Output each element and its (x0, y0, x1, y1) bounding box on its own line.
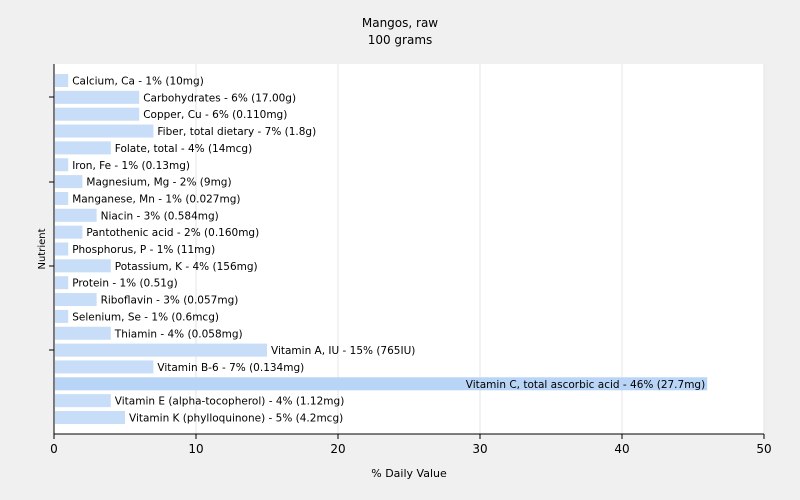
bar-riboflavin (55, 293, 97, 307)
bar-vitamin-c-total-ascorbic-acid (55, 377, 708, 391)
bar-data-label: Riboflavin - 3% (0.057mg) (101, 295, 239, 307)
bar-data-label: Magnesium, Mg - 2% (9mg) (86, 177, 231, 189)
bar-data-label: Vitamin E (alpha-tocopherol) - 4% (1.12m… (115, 396, 344, 408)
bar-data-label: Vitamin C, total ascorbic acid - 46% (27… (466, 379, 705, 391)
x-tick-label: 10 (188, 442, 203, 456)
bar-thiamin (55, 326, 111, 340)
bar-data-label: Phosphorus, P - 1% (11mg) (72, 244, 215, 256)
bar-data-label: Manganese, Mn - 1% (0.027mg) (72, 193, 240, 205)
bar-niacin (55, 208, 97, 222)
x-tick-label: 40 (614, 442, 629, 456)
bar-data-label: Protein - 1% (0.51g) (72, 278, 178, 290)
x-tick-label: 50 (756, 442, 771, 456)
bar-data-label: Fiber, total dietary - 7% (1.8g) (157, 126, 316, 138)
bar-fiber-total-dietary (55, 124, 154, 138)
bar-data-label: Vitamin A, IU - 15% (765IU) (271, 345, 415, 357)
bar-vitamin-k-phylloquinone (55, 411, 125, 424)
bar-data-label: Vitamin K (phylloquinone) - 5% (4.2mcg) (129, 413, 343, 425)
x-tick-label: 20 (330, 442, 345, 456)
bar-magnesium-mg (55, 175, 83, 189)
bar-data-label: Selenium, Se - 1% (0.6mcg) (72, 311, 219, 323)
x-axis-label: % Daily Value (371, 467, 447, 480)
y-axis-label: Nutrient (37, 228, 48, 269)
bar-manganese-mn (55, 191, 69, 205)
plot-area (54, 64, 764, 434)
bar-data-label: Folate, total - 4% (14mcg) (115, 143, 252, 155)
bar-calcium-ca (55, 74, 69, 87)
bar-data-label: Thiamin - 4% (0.058mg) (114, 328, 243, 340)
bar-data-label: Pantothenic acid - 2% (0.160mg) (86, 227, 259, 239)
bar-vitamin-e-alpha-tocopherol (55, 394, 111, 408)
chart-subtitle: 100 grams (368, 33, 433, 47)
x-tick-label: 0 (50, 442, 58, 456)
bar-carbohydrates (55, 90, 140, 104)
bar-folate-total (55, 141, 111, 155)
bar-vitamin-a-iu (55, 343, 267, 357)
bar-potassium-k (55, 259, 111, 273)
y-tick-group (49, 96, 54, 351)
bar-data-label: Calcium, Ca - 1% (10mg) (72, 76, 204, 88)
bar-copper-cu (55, 107, 140, 121)
bar-phosphorus-p (55, 242, 69, 256)
bar-data-label: Iron, Fe - 1% (0.13mg) (72, 160, 190, 172)
chart-title: Mangos, raw (362, 16, 438, 30)
bar-data-label: Vitamin B-6 - 7% (0.134mg) (157, 362, 304, 374)
bar-pantothenic-acid (55, 225, 83, 239)
bar-protein (55, 276, 69, 290)
bar-label-group: Calcium, Ca - 1% (10mg) Carbohydrates - 6… (72, 76, 705, 425)
x-tick-label: 30 (472, 442, 487, 456)
x-tick-group: 0 10 20 30 40 50 (50, 434, 772, 456)
bar-data-label: Potassium, K - 4% (156mg) (115, 261, 258, 273)
vertical-grid (195, 64, 765, 434)
bar-data-label: Niacin - 3% (0.584mg) (101, 210, 219, 222)
bar-group (55, 74, 708, 424)
bar-data-label: Copper, Cu - 6% (0.110mg) (143, 109, 287, 121)
bar-selenium-se (55, 309, 69, 323)
bar-vitamin-b-6 (55, 360, 154, 374)
bar-data-label: Carbohydrates - 6% (17.00g) (143, 92, 296, 104)
bar-iron-fe (55, 158, 69, 172)
